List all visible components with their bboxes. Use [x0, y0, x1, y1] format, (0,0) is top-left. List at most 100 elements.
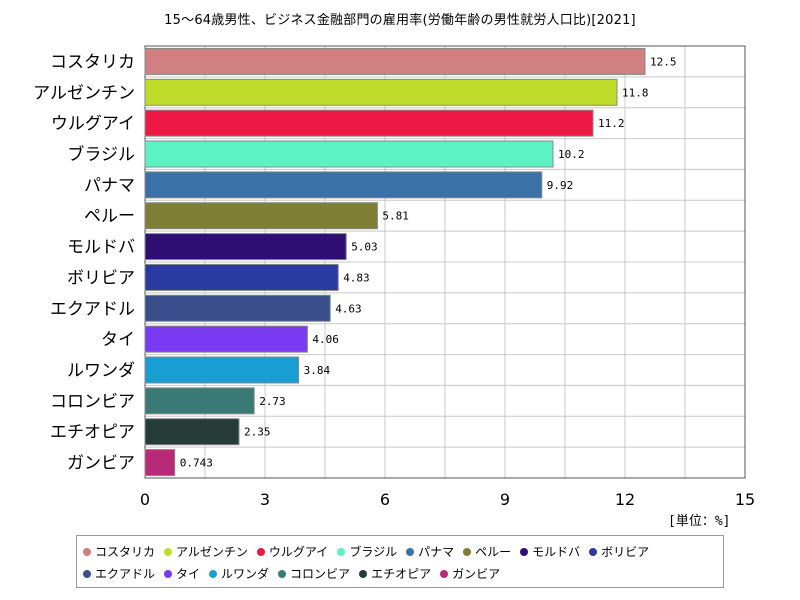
bar [144, 171, 543, 199]
x-tick-label: 0 [140, 490, 150, 509]
bar-chart: 12.5 11.8 11.2 10.2 9.92 5.81 5.03 4.83 4.63 4.06… [33, 45, 755, 509]
legend-marker [278, 570, 287, 578]
category-label: コロンビア [50, 392, 135, 412]
bar [144, 356, 300, 384]
bar [144, 202, 378, 230]
legend-item: コロンビア [278, 563, 350, 585]
bar-value-label: 11.8 [622, 86, 649, 99]
legend-item: タイ [164, 563, 200, 585]
bar [144, 263, 339, 291]
legend-item: ガンビア [440, 563, 500, 585]
bars [144, 47, 646, 477]
chart-title: 15～64歳男性、ビジネス金融部門の雇用率(労働年齢の男性就労人口比)[2021… [164, 13, 636, 28]
legend-label: ガンビア [452, 567, 501, 581]
bar [144, 294, 331, 322]
bar-value-label: 10.2 [558, 148, 585, 161]
legend-item: エチオピア [359, 563, 431, 585]
category-label: ペルー [84, 207, 135, 227]
category-label: タイ [101, 330, 135, 350]
bar [144, 233, 347, 261]
legend-marker [256, 548, 265, 556]
category-label: ボリビア [67, 268, 135, 288]
legend-label: モルドバ [532, 545, 581, 559]
category-label: ブラジル [67, 144, 135, 165]
legend-marker [209, 570, 218, 578]
bar-value-label: 0.743 [180, 457, 213, 470]
bar [144, 449, 176, 477]
legend-label: ペルー [475, 545, 512, 559]
legend-item: ウルグアイ [256, 541, 329, 563]
legend-label: ブラジル [349, 545, 398, 559]
legend-label: エチオピア [371, 567, 432, 581]
category-label: ルワンダ [67, 361, 135, 381]
bar-value-label: 12.5 [650, 55, 677, 68]
category-label: エチオピア [50, 423, 135, 443]
bar [144, 140, 554, 168]
legend-marker [83, 570, 91, 578]
legend-item: コスタリカ [83, 541, 155, 563]
legend: コスタリカ アルゼンチン ウルグアイ ブラジル パナマ ペルー モルドバ ボリビアエクアドル タ… [76, 535, 724, 588]
legend-marker [359, 570, 368, 578]
bar-value-label: 4.63 [335, 302, 362, 315]
category-label: ウルグアイ [51, 114, 135, 134]
legend-label: アルゼンチン [176, 545, 248, 559]
legend-marker [440, 570, 449, 578]
legend-label: エクアドル [95, 567, 156, 581]
bar-value-label: 2.35 [244, 426, 271, 439]
bar-value-label: 3.84 [304, 364, 331, 377]
x-tick-label: 6 [380, 490, 390, 509]
x-tick-label: 12 [615, 490, 635, 509]
legend-marker [520, 548, 529, 556]
value-labels: 12.5 11.8 11.2 10.2 9.92 5.81 5.03 4.83 4.63 4.06… [180, 55, 677, 469]
bar-value-label: 11.2 [598, 117, 625, 130]
category-label: ガンビア [67, 454, 135, 474]
bar-value-label: 4.06 [312, 333, 339, 346]
legend-label: ボリビア [601, 545, 650, 559]
legend-item: ペルー [463, 541, 511, 563]
legend-label: コスタリカ [95, 545, 156, 559]
legend-label: タイ [176, 567, 201, 581]
category-labels: コスタリカアルゼンチンウルグアイブラジルパナマペルーモルドバボリビアエクアドルタ… [33, 52, 135, 473]
legend-item: ルワンダ [209, 563, 269, 585]
category-label: エクアドル [50, 299, 135, 319]
bar-value-label: 2.73 [259, 395, 286, 408]
x-tick-label: 3 [260, 490, 270, 509]
category-label: コスタリカ [50, 52, 135, 72]
legend-item: パナマ [406, 541, 454, 563]
legend-item: ボリビア [589, 541, 649, 563]
legend-marker [164, 548, 173, 556]
legend-item: エクアドル [83, 563, 155, 585]
legend-label: ウルグアイ [268, 545, 329, 559]
bar [144, 47, 646, 75]
legend-item: モルドバ [520, 541, 580, 563]
unit-label: [単位：%] [668, 514, 731, 529]
x-tick-label: 15 [735, 490, 755, 509]
bar [144, 418, 240, 446]
legend-marker [83, 548, 91, 556]
legend-label: パナマ [418, 545, 455, 559]
legend-marker [463, 548, 472, 556]
bar [144, 109, 594, 137]
category-label: アルゼンチン [33, 83, 135, 103]
legend-item: アルゼンチン [164, 541, 248, 563]
legend-label: コロンビア [290, 567, 351, 581]
bar [144, 325, 308, 353]
legend-marker [589, 548, 598, 556]
legend-marker [406, 548, 415, 556]
legend-item: ブラジル [337, 541, 397, 563]
category-label: モルドバ [67, 238, 135, 258]
legend-marker [337, 548, 346, 556]
bar-value-label: 5.81 [382, 210, 409, 223]
bar [144, 78, 618, 106]
legend-label: ルワンダ [221, 567, 270, 581]
category-label: パナマ [84, 176, 135, 196]
bar-value-label: 4.83 [343, 271, 370, 284]
bar [144, 387, 255, 415]
x-axis-ticks: 0 3 6 9 12 15 [140, 490, 755, 509]
plot-area-frame [144, 45, 746, 479]
grid-lines [145, 46, 745, 478]
bar-value-label: 9.92 [547, 179, 574, 192]
x-tick-label: 9 [500, 490, 510, 509]
legend-marker [164, 570, 173, 578]
bar-value-label: 5.03 [351, 241, 378, 254]
